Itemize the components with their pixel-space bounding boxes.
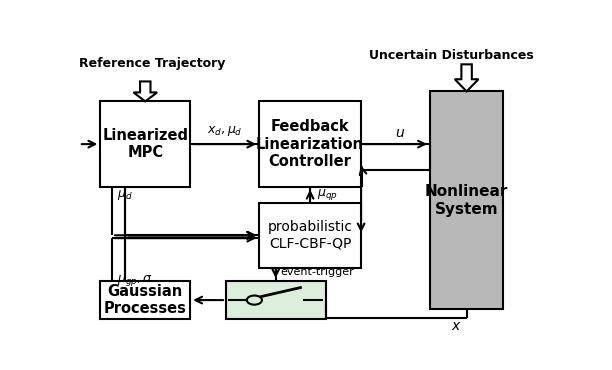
Text: Reference Trajectory: Reference Trajectory [79,57,225,70]
Text: event-trigger: event-trigger [280,267,354,277]
Text: Uncertain Disturbances: Uncertain Disturbances [369,49,534,62]
Polygon shape [133,81,157,101]
Text: $x_d, \mu_d$: $x_d, \mu_d$ [207,124,242,138]
Text: $\mu_{qp}$: $\mu_{qp}$ [317,187,338,202]
Text: probabilistic
CLF-CBF-QP: probabilistic CLF-CBF-QP [267,220,353,250]
Text: $\mu_{gp}, \sigma$: $\mu_{gp}, \sigma$ [117,273,153,287]
Polygon shape [455,64,479,91]
FancyBboxPatch shape [226,281,326,319]
Text: Nonlinear
System: Nonlinear System [425,184,509,216]
Text: $\mu_d$: $\mu_d$ [117,188,133,202]
FancyBboxPatch shape [259,202,361,268]
FancyBboxPatch shape [100,101,190,187]
Text: $u$: $u$ [395,126,405,140]
Text: Feedback
Linearization
Controller: Feedback Linearization Controller [256,119,364,169]
FancyBboxPatch shape [100,281,190,319]
Text: Gaussian
Processes: Gaussian Processes [104,284,187,316]
FancyBboxPatch shape [259,101,361,187]
FancyBboxPatch shape [430,91,504,309]
Text: Linearized
MPC: Linearized MPC [102,128,188,160]
Text: $x$: $x$ [451,319,462,333]
